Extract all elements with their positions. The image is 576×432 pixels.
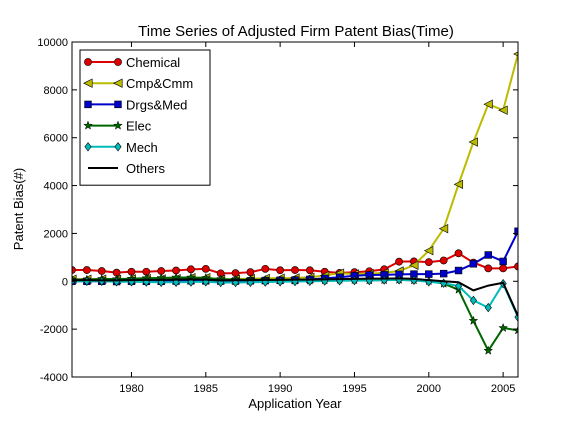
y-tick-label: 8000 [44,85,68,97]
x-tick-label: 1990 [268,383,292,395]
data-point [426,278,432,286]
data-point [187,266,194,273]
x-tick-label: 1995 [342,383,366,395]
data-point [440,270,447,277]
y-tick-label: -2000 [40,324,68,336]
data-point [499,324,507,332]
data-point [500,258,507,265]
y-tick-label: 0 [62,276,68,288]
legend: Chemical Cmp&Cmm Drgs&Med Elec Mech Others [80,50,210,185]
data-point [455,267,462,274]
legend-label: Chemical [126,55,180,70]
y-tick-label: 2000 [44,228,68,240]
data-point [485,265,492,272]
data-point [202,265,209,272]
data-point [500,265,507,272]
y-tick-label: 4000 [44,181,68,193]
legend-marker [84,58,91,65]
legend-label: Cmp&Cmm [126,76,193,91]
y-axis-label: Patent Bias(#) [11,168,26,250]
x-tick-label: 2005 [491,383,515,395]
data-point [83,266,90,273]
data-point [306,267,313,274]
y-tick-label: 10000 [37,37,68,49]
data-point [484,100,492,108]
legend-label: Elec [126,119,152,134]
series-line [72,277,518,350]
data-point [291,266,298,273]
series-chemical [68,250,521,277]
data-point [425,259,432,266]
data-point [455,250,462,257]
x-axis-label: Application Year [248,396,342,411]
legend-marker [114,58,121,65]
x-tick-label: 2000 [417,383,441,395]
legend-label: Drgs&Med [126,97,187,112]
x-tick-label: 1985 [194,383,218,395]
chart-title: Time Series of Adjusted Firm Patent Bias… [138,23,454,40]
legend-label: Mech [126,140,158,155]
y-tick-label: -4000 [40,372,68,384]
data-point [470,260,477,267]
data-point [98,267,105,274]
data-point [247,269,254,276]
legend-label: Others [126,161,166,176]
legend-marker [85,101,92,108]
data-point [277,267,284,274]
y-tick-label: 6000 [44,133,68,145]
data-point [262,265,269,272]
data-point [485,252,492,259]
data-point [395,258,402,265]
x-tick-label: 1980 [119,383,143,395]
legend-marker [115,101,122,108]
data-point [440,257,447,264]
data-point [469,316,477,324]
